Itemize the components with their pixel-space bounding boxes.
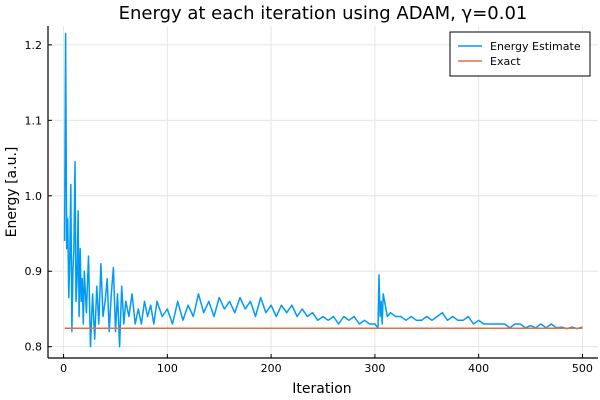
- series-line-energy-estimate: [63, 32, 583, 348]
- ticks: 0 100 200 300 400 500 0.8 0.9 1.0 1.1 1.2: [25, 39, 593, 375]
- y-tick-label: 0.9: [25, 265, 43, 278]
- x-tick-label: 300: [364, 362, 385, 375]
- grid: [48, 26, 598, 358]
- series-layer: [63, 32, 583, 348]
- y-axis-label: Energy [a.u.]: [4, 147, 20, 238]
- x-tick-label: 0: [60, 362, 67, 375]
- axes: [47, 26, 598, 359]
- y-tick-label: 0.8: [25, 341, 43, 354]
- legend-label-exact: Exact: [490, 55, 521, 68]
- y-tick-label: 1.2: [25, 39, 43, 52]
- y-tick-label: 1.0: [25, 190, 43, 203]
- y-tick-label: 1.1: [25, 114, 43, 127]
- x-tick-label: 500: [572, 362, 593, 375]
- x-axis-label: Iteration: [292, 381, 351, 397]
- legend-box: [449, 31, 591, 77]
- x-tick-label: 100: [157, 362, 178, 375]
- x-tick-label: 200: [261, 362, 282, 375]
- legend: Energy Estimate Exact: [449, 31, 591, 77]
- x-tick-label: 400: [468, 362, 489, 375]
- chart-title: Energy at each iteration using ADAM, γ=0…: [119, 3, 528, 24]
- legend-label-energy-estimate: Energy Estimate: [490, 40, 581, 53]
